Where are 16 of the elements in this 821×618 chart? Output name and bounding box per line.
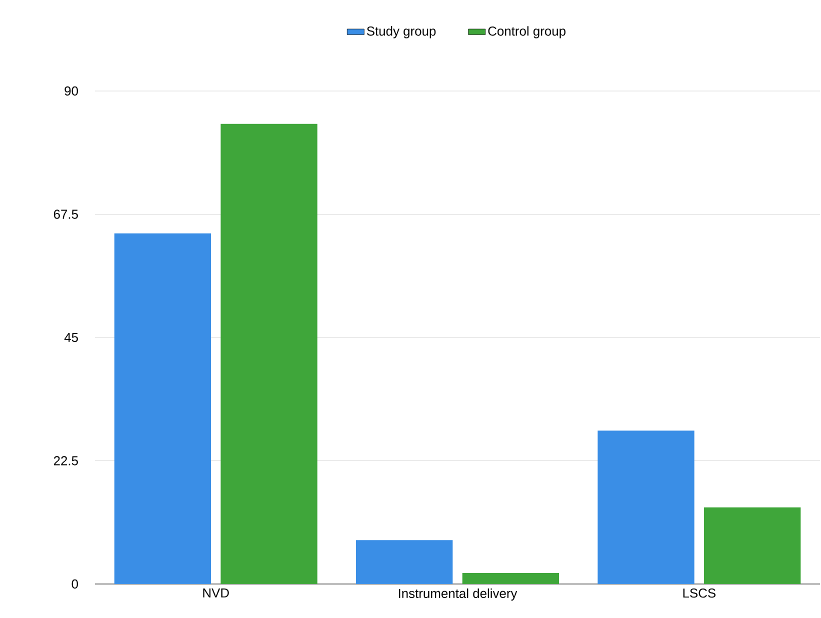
x-tick-label: NVD	[203, 588, 229, 598]
y-tick-label: 22.5	[54, 456, 78, 466]
y-tick-label: 0	[72, 579, 78, 589]
x-tick-label: LSCS	[683, 588, 716, 598]
bar	[462, 573, 560, 584]
legend-label: Control group	[488, 26, 566, 38]
y-tick-label: 90	[64, 86, 78, 96]
bar	[598, 430, 694, 584]
y-tick-label: 67.5	[54, 210, 78, 219]
bar	[220, 124, 318, 584]
bar	[704, 507, 801, 584]
bar	[356, 540, 453, 584]
x-tick-label: Instrumental delivery	[398, 588, 518, 601]
legend-label: Study group	[366, 26, 436, 38]
bar	[114, 233, 212, 584]
y-tick-label: 45	[64, 332, 78, 342]
